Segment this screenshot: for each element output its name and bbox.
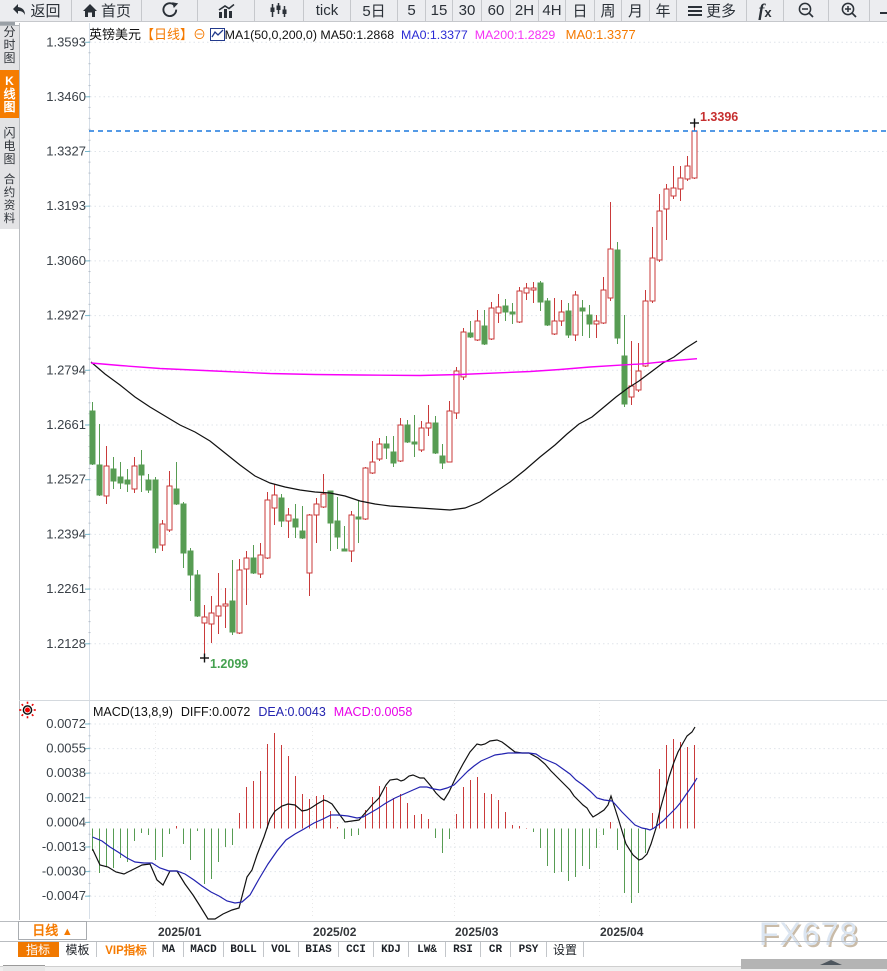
svg-text:DIFF:0.0072: DIFF:0.0072: [181, 705, 251, 719]
svg-text:1.3593: 1.3593: [46, 34, 86, 49]
svg-text:1.2099: 1.2099: [210, 657, 248, 671]
svg-text:1.3060: 1.3060: [46, 253, 86, 268]
svg-text:1.2527: 1.2527: [46, 472, 86, 487]
svg-text:1.3396: 1.3396: [700, 110, 738, 124]
svg-text:1.3327: 1.3327: [46, 144, 86, 159]
svg-text:MACD(13,8,9): MACD(13,8,9): [93, 705, 173, 719]
svg-text:0.0021: 0.0021: [46, 790, 86, 805]
svg-text:-0.0047: -0.0047: [42, 888, 86, 903]
svg-text:1.2261: 1.2261: [46, 581, 86, 596]
svg-text:0.0072: 0.0072: [46, 716, 86, 731]
svg-text:-0.0013: -0.0013: [42, 839, 86, 854]
svg-text:-0.0030: -0.0030: [42, 864, 86, 879]
svg-text:1.3193: 1.3193: [46, 198, 86, 213]
svg-text:0.0055: 0.0055: [46, 741, 86, 756]
svg-text:1.3460: 1.3460: [46, 89, 86, 104]
svg-text:1.2661: 1.2661: [46, 417, 86, 432]
svg-text:MACD:0.0058: MACD:0.0058: [334, 705, 413, 719]
svg-text:DEA:0.0043: DEA:0.0043: [258, 705, 325, 719]
svg-text:1.2794: 1.2794: [46, 362, 86, 377]
svg-text:0.0038: 0.0038: [46, 765, 86, 780]
svg-text:1.2128: 1.2128: [46, 636, 86, 651]
svg-text:1.2394: 1.2394: [46, 526, 86, 541]
svg-text:1.2927: 1.2927: [46, 308, 86, 323]
svg-text:0.0004: 0.0004: [46, 814, 86, 829]
